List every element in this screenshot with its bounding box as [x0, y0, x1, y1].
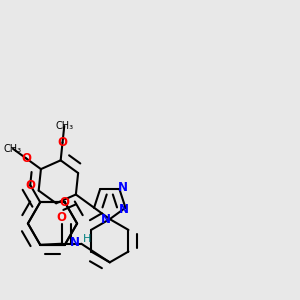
Text: N: N — [118, 181, 128, 194]
Text: N: N — [101, 213, 111, 226]
Text: O: O — [21, 152, 32, 165]
Text: CH₃: CH₃ — [4, 144, 22, 154]
Text: CH₃: CH₃ — [55, 121, 73, 131]
Text: O: O — [60, 196, 70, 209]
Text: N: N — [70, 236, 80, 249]
Text: O: O — [57, 211, 67, 224]
Text: H: H — [83, 234, 91, 244]
Text: O: O — [58, 136, 68, 149]
Text: O: O — [26, 179, 35, 192]
Text: N: N — [119, 203, 129, 216]
